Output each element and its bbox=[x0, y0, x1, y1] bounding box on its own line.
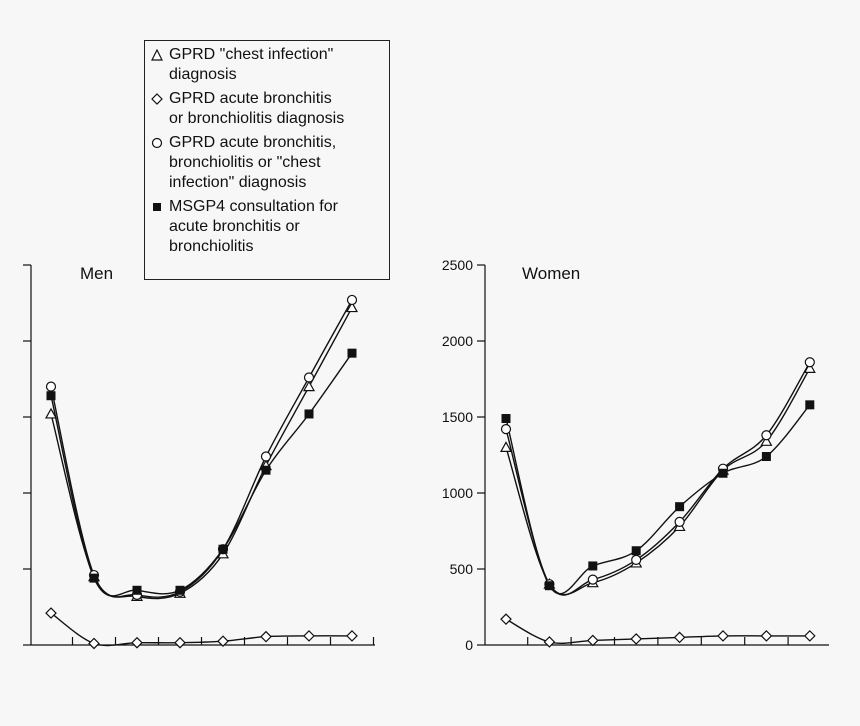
women-title: Women bbox=[522, 264, 580, 283]
men-title: Men bbox=[80, 264, 113, 283]
women-chest-point bbox=[760, 435, 773, 446]
men-msgp4-point bbox=[347, 348, 357, 358]
men-msgp4-point bbox=[261, 465, 271, 475]
legend-item-msgp4: MSGP4 consultation for acute bronchitis … bbox=[151, 197, 383, 257]
circle-marker-icon bbox=[151, 133, 169, 154]
men-msgp4-point bbox=[304, 409, 314, 419]
women-combined-point bbox=[500, 424, 512, 435]
men-chest-point bbox=[345, 301, 359, 313]
women-bronchitis-point bbox=[543, 636, 556, 648]
men-combined-point bbox=[260, 451, 272, 462]
legend-label-msgp4: MSGP4 consultation for acute bronchitis … bbox=[169, 198, 338, 255]
men-chest-point bbox=[302, 380, 316, 392]
men-bronchitis-point bbox=[217, 635, 229, 648]
legend: GPRD "chest infection" diagnosis GPRD ac… bbox=[144, 40, 390, 280]
women-bronchitis-point bbox=[673, 631, 686, 644]
men-bronchitis-point bbox=[131, 636, 143, 649]
men-msgp4-point bbox=[132, 585, 142, 595]
women-combined-point bbox=[674, 516, 685, 527]
women-y-tick-label: 2500 bbox=[442, 257, 473, 273]
women-combined-point bbox=[761, 430, 772, 441]
women-msgp4-point bbox=[761, 452, 771, 462]
men-bronchitis-point bbox=[346, 630, 358, 642]
men-bronchitis-point bbox=[260, 630, 272, 643]
legend-label-combined-diagnosis: GPRD acute bronchitis, bronchiolitis or … bbox=[169, 134, 337, 191]
women-bronchitis-point bbox=[760, 630, 773, 642]
women-y-tick-label: 1000 bbox=[442, 485, 473, 501]
women-y-tick-label: 500 bbox=[450, 561, 474, 577]
women-y-tick-label: 2000 bbox=[442, 333, 473, 349]
women-msgp4-point bbox=[718, 468, 728, 478]
women-msgp4-point bbox=[544, 581, 554, 591]
legend-label-acute-bronchitis: GPRD acute bronchitis or bronchiolitis d… bbox=[169, 90, 345, 127]
women-combined-point bbox=[804, 357, 815, 368]
women-panel: 0 500 1000 1500 2000 2500 Women bbox=[442, 257, 829, 653]
legend-item-acute-bronchitis: GPRD acute bronchitis or bronchiolitis d… bbox=[151, 89, 383, 129]
men-msgp4-point bbox=[46, 391, 56, 401]
men-msgp4-point bbox=[218, 544, 228, 554]
men-panel: Men bbox=[23, 264, 375, 650]
legend-item-combined-diagnosis: GPRD acute bronchitis, bronchiolitis or … bbox=[151, 133, 383, 193]
men-bronchitis-point bbox=[174, 636, 186, 649]
men-msgp4-line bbox=[50, 352, 353, 597]
women-combined-point bbox=[631, 554, 642, 565]
women-bronchitis-point bbox=[500, 613, 512, 626]
women-bronchitis-point bbox=[630, 633, 643, 645]
men-bronchitis-point bbox=[45, 607, 57, 619]
women-msgp4-point bbox=[588, 561, 598, 571]
women-combined-point bbox=[587, 574, 598, 585]
men-combined-point bbox=[45, 381, 57, 392]
men-chest-point bbox=[44, 407, 58, 419]
women-y-tick-label: 0 bbox=[465, 637, 473, 653]
men-bronchitis-point bbox=[303, 630, 315, 642]
men-chest-line bbox=[50, 307, 353, 600]
women-chest-point bbox=[803, 362, 816, 373]
women-y-tick-label: 1500 bbox=[442, 409, 473, 425]
women-msgp4-point bbox=[675, 502, 685, 512]
women-chest-point bbox=[499, 441, 513, 452]
women-msgp4-point bbox=[631, 546, 641, 556]
women-msgp4-point bbox=[805, 400, 815, 410]
women-bronchitis-point bbox=[803, 630, 816, 642]
men-msgp4-point bbox=[175, 585, 185, 595]
legend-label-chest-infection: GPRD "chest infection" diagnosis bbox=[169, 46, 334, 83]
men-combined-point bbox=[303, 372, 315, 383]
legend-item-chest-infection: GPRD "chest infection" diagnosis bbox=[151, 45, 383, 85]
women-msgp4-point bbox=[501, 414, 511, 424]
men-msgp4-point bbox=[89, 573, 99, 583]
women-bronchitis-point bbox=[586, 634, 599, 647]
men-combined-point bbox=[346, 294, 358, 306]
women-bronchitis-point bbox=[717, 630, 729, 642]
men-bronchitis-point bbox=[88, 637, 100, 650]
women-combined-line bbox=[505, 361, 811, 596]
men-combined-line bbox=[50, 299, 353, 598]
triangle-marker-icon bbox=[151, 45, 169, 66]
women-chest-line bbox=[505, 368, 811, 596]
diamond-marker-icon bbox=[151, 89, 169, 110]
square-marker-icon bbox=[151, 197, 169, 218]
